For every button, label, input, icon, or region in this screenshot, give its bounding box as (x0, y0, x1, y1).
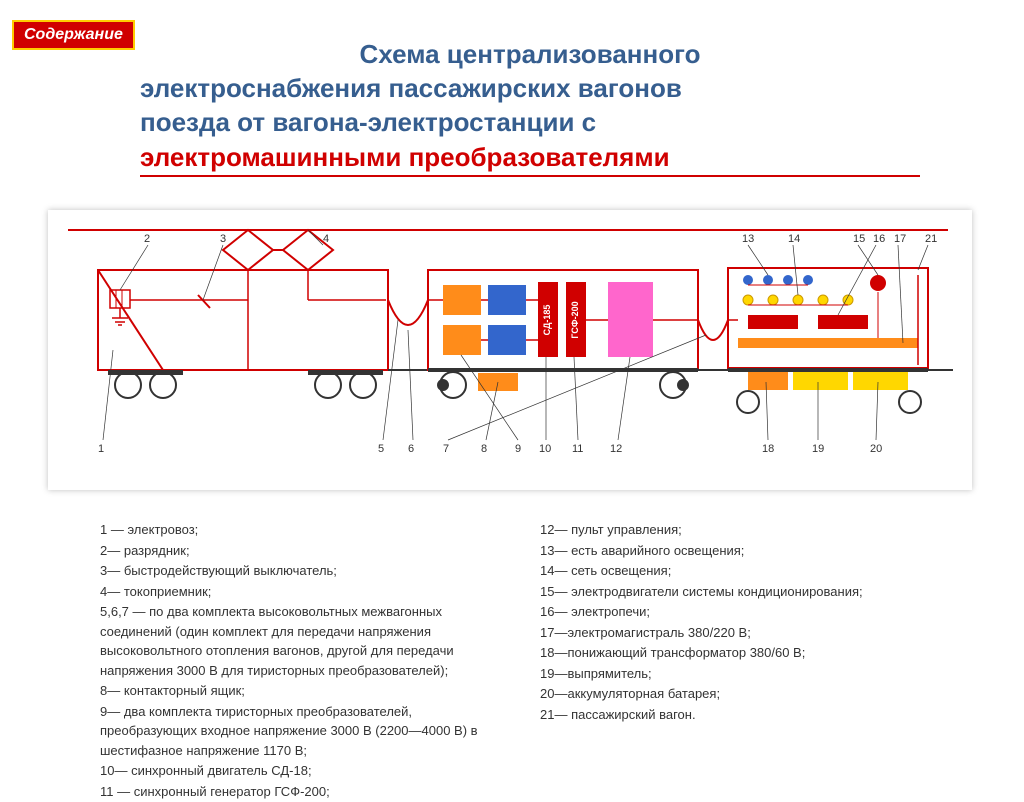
contents-button[interactable]: Содержание (12, 20, 135, 50)
svg-text:12: 12 (610, 443, 622, 455)
svg-text:11: 11 (572, 443, 583, 455)
legend-item: 18—понижающий трансформатор 380/60 В; (540, 643, 940, 663)
svg-text:14: 14 (788, 233, 800, 245)
legend-right: 12— пульт управления;13— есть аварийного… (540, 520, 940, 802)
legend: 1 — электровоз;2— разрядник;3— быстродей… (100, 520, 940, 802)
svg-text:19: 19 (812, 443, 824, 455)
svg-text:15: 15 (853, 233, 865, 245)
svg-text:18: 18 (762, 443, 774, 455)
legend-item: 10— синхронный двигатель СД-18; (100, 761, 500, 781)
svg-text:5: 5 (378, 443, 384, 455)
legend-item: 5,6,7 — по два комплекта высоковольтных … (100, 602, 500, 680)
legend-item: 16— электропечи; (540, 602, 940, 622)
legend-item: 8— контакторный ящик; (100, 681, 500, 701)
title-line-4: электромашинными преобразователями (140, 142, 670, 172)
legend-item: 15— электродвигатели системы кондиционир… (540, 582, 940, 602)
svg-text:20: 20 (870, 443, 882, 455)
title-line-3: поезда от вагона-электростанции с (140, 106, 920, 140)
legend-item: 20—аккумуляторная батарея; (540, 684, 940, 704)
svg-text:4: 4 (323, 233, 329, 245)
svg-text:17: 17 (894, 233, 906, 245)
svg-text:ГСФ-200: ГСФ-200 (570, 301, 580, 338)
page-title: Схема централизованного электроснабжения… (140, 38, 920, 177)
train-diagram: СД-185 ГСФ-200 (48, 210, 972, 490)
legend-item: 1 — электровоз; (100, 520, 500, 540)
svg-text:1: 1 (98, 443, 104, 455)
svg-text:7: 7 (443, 443, 449, 455)
title-line-1: Схема централизованного (140, 38, 920, 72)
legend-item: 13— есть аварийного освещения; (540, 541, 940, 561)
svg-text:СД-185: СД-185 (542, 305, 552, 336)
svg-text:13: 13 (742, 233, 754, 245)
power-wagon: СД-185 ГСФ-200 (428, 270, 698, 391)
legend-item: 9— два комплекта тиристорных преобразова… (100, 702, 500, 761)
legend-item: 2— разрядник; (100, 541, 500, 561)
svg-text:10: 10 (539, 443, 551, 455)
legend-item: 17—электромагистраль 380/220 В; (540, 623, 940, 643)
legend-left: 1 — электровоз;2— разрядник;3— быстродей… (100, 520, 500, 802)
svg-text:6: 6 (408, 443, 414, 455)
svg-text:3: 3 (220, 233, 226, 245)
locomotive (98, 230, 388, 370)
svg-text:8: 8 (481, 443, 487, 455)
title-line-2: электроснабжения пассажирских вагонов (140, 72, 920, 106)
svg-text:2: 2 (144, 233, 150, 245)
svg-text:16: 16 (873, 233, 885, 245)
legend-item: 3— быстродействующий выключатель; (100, 561, 500, 581)
legend-item: 4— токоприемник; (100, 582, 500, 602)
legend-item: 19—выпрямитель; (540, 664, 940, 684)
legend-item: 21— пассажирский вагон. (540, 705, 940, 725)
legend-item: 14— сеть освещения; (540, 561, 940, 581)
legend-item: 12— пульт управления; (540, 520, 940, 540)
svg-text:9: 9 (515, 443, 521, 455)
svg-text:21: 21 (925, 233, 937, 245)
legend-item: 11 — синхронный генератор ГСФ-200; (100, 782, 500, 802)
